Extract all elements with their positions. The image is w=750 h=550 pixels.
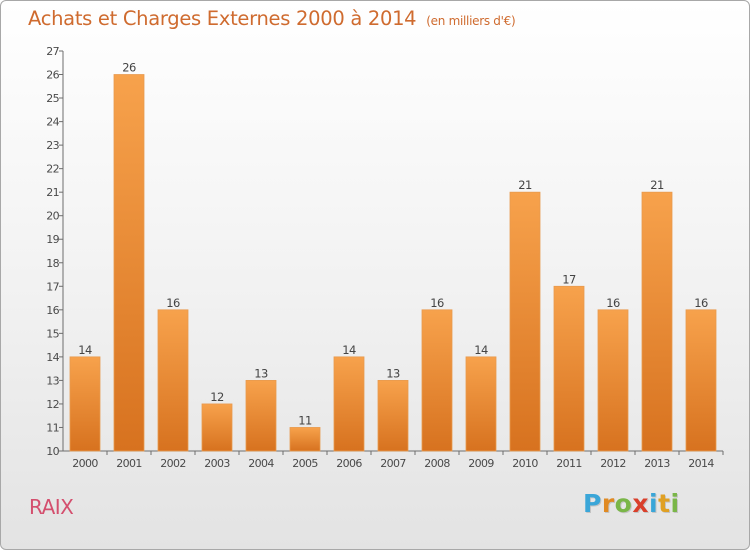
bar — [465, 356, 497, 452]
y-tick-label: 18 — [46, 257, 59, 270]
y-tick-label: 26 — [46, 69, 59, 82]
y-tick-label: 17 — [46, 280, 59, 293]
bar — [641, 191, 673, 452]
y-tick-label: 11 — [46, 421, 59, 434]
y-tick-label: 10 — [46, 445, 59, 458]
x-tick-label: 2005 — [292, 457, 318, 470]
x-tick-label: 2001 — [116, 457, 142, 470]
bar — [421, 309, 453, 452]
logo-letter: i — [649, 489, 659, 518]
bar-value-label: 26 — [122, 61, 136, 75]
bar-value-label: 14 — [342, 343, 356, 357]
y-tick-label: 12 — [46, 398, 59, 411]
bar — [69, 356, 101, 452]
bar — [377, 380, 409, 452]
y-tick-label: 25 — [46, 92, 59, 105]
bar — [685, 309, 717, 452]
chart-bars — [69, 74, 717, 452]
x-tick-label: 2008 — [424, 457, 450, 470]
bar — [201, 403, 233, 452]
bar — [245, 380, 277, 452]
bar-value-label: 16 — [166, 296, 180, 310]
x-tick-label: 2006 — [336, 457, 362, 470]
y-tick-label: 14 — [46, 351, 59, 364]
bar — [553, 285, 585, 452]
bar-value-label: 21 — [518, 178, 532, 192]
logo-letter: t — [658, 489, 671, 518]
bar-value-label: 16 — [694, 296, 708, 310]
bar-value-label: 17 — [562, 272, 576, 286]
bar — [289, 427, 321, 452]
y-tick-label: 24 — [46, 116, 59, 129]
chart-title: Achats et Charges Externes 2000 à 2014 (e… — [28, 7, 516, 30]
logo-letter: P — [583, 489, 602, 518]
y-tick-label: 22 — [46, 163, 59, 176]
y-tick-label: 21 — [46, 186, 59, 199]
y-tick-label: 16 — [46, 304, 59, 317]
bar — [113, 74, 145, 452]
x-tick-label: 2009 — [468, 457, 494, 470]
bar — [157, 309, 189, 452]
chart-unit-note: (en milliers d'€) — [426, 14, 516, 28]
logo-letter: i — [670, 489, 680, 518]
x-tick-label: 2007 — [380, 457, 406, 470]
bar-value-label: 12 — [210, 390, 224, 404]
logo-letter: o — [614, 489, 633, 518]
bar-value-label: 11 — [298, 413, 312, 427]
bar-value-label: 21 — [650, 178, 664, 192]
place-name: RAIX — [29, 495, 74, 519]
x-tick-label: 2002 — [160, 457, 186, 470]
x-tick-label: 2010 — [512, 457, 538, 470]
y-tick-label: 19 — [46, 233, 59, 246]
logo-letter: x — [632, 489, 649, 518]
bar-value-label: 14 — [78, 343, 92, 357]
bar — [597, 309, 629, 452]
x-tick-label: 2011 — [556, 457, 582, 470]
x-tick-label: 2004 — [248, 457, 274, 470]
x-tick-label: 2014 — [688, 457, 714, 470]
chart-labels: 14 2000 26 2001 16 2002 12 2003 13 2004 11 2005 14 20… — [72, 61, 715, 470]
y-tick-label: 23 — [46, 139, 59, 152]
y-tick-label: 13 — [46, 374, 59, 387]
bar-value-label: 14 — [474, 343, 488, 357]
logo-letter: r — [601, 489, 615, 518]
bar — [509, 191, 541, 452]
bar-value-label: 13 — [254, 366, 268, 380]
bar-value-label: 16 — [430, 296, 444, 310]
x-tick-label: 2012 — [600, 457, 626, 470]
bar-value-label: 13 — [386, 366, 400, 380]
x-tick-label: 2000 — [72, 457, 98, 470]
y-tick-label: 15 — [46, 327, 59, 340]
proxiti-logo: Proxiti — [583, 489, 680, 518]
x-tick-label: 2013 — [644, 457, 670, 470]
chart-title-text: Achats et Charges Externes 2000 à 2014 — [28, 7, 417, 30]
bar — [333, 356, 365, 452]
x-tick-label: 2003 — [204, 457, 230, 470]
bar-value-label: 16 — [606, 296, 620, 310]
y-tick-label: 27 — [46, 45, 59, 58]
y-tick-label: 20 — [46, 210, 59, 223]
